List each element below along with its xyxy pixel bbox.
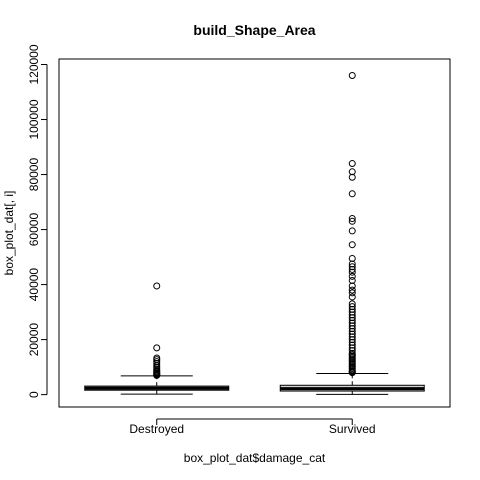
outlier-point <box>153 344 161 352</box>
outlier-point <box>153 282 161 290</box>
outlier-point <box>348 173 356 181</box>
outlier-point <box>348 217 356 225</box>
outlier-point <box>348 190 356 198</box>
y-axis-label: box_plot_dat[, i] <box>2 191 16 276</box>
box-destroyed <box>84 282 230 395</box>
outlier-point <box>348 160 356 168</box>
y-tick-label: 40000 <box>27 268 41 302</box>
x-axis-label: box_plot_dat$damage_cat <box>184 451 326 465</box>
x-axis: Destroyed Survived <box>129 418 376 436</box>
y-axis: 0 20000 40000 60000 80000 100000 120000 <box>27 44 48 398</box>
y-tick-label: 120000 <box>27 44 41 84</box>
outlier-point <box>348 272 356 280</box>
x-tick-label: Survived <box>329 422 376 436</box>
outlier-point <box>348 241 356 249</box>
outlier-point <box>348 369 356 377</box>
outlier-point <box>348 282 356 290</box>
y-tick-label: 100000 <box>27 99 41 139</box>
plot-frame <box>58 58 451 408</box>
outlier-point <box>348 215 356 223</box>
outlier-point <box>348 72 356 80</box>
chart-title: build_Shape_Area <box>193 22 315 38</box>
outlier-point <box>348 293 356 301</box>
outlier-point <box>348 289 356 297</box>
box-series <box>84 72 425 395</box>
outlier-point <box>348 227 356 235</box>
outlier-point <box>348 265 356 273</box>
outlier-point <box>153 371 161 379</box>
box-survived <box>279 72 425 395</box>
x-tick-label: Destroyed <box>129 422 184 436</box>
y-tick-label: 20000 <box>27 323 41 357</box>
y-tick-label: 0 <box>27 391 41 398</box>
outlier-point <box>348 268 356 276</box>
outlier-point <box>348 286 356 294</box>
y-tick-label: 80000 <box>27 158 41 192</box>
y-tick-label: 60000 <box>27 213 41 247</box>
